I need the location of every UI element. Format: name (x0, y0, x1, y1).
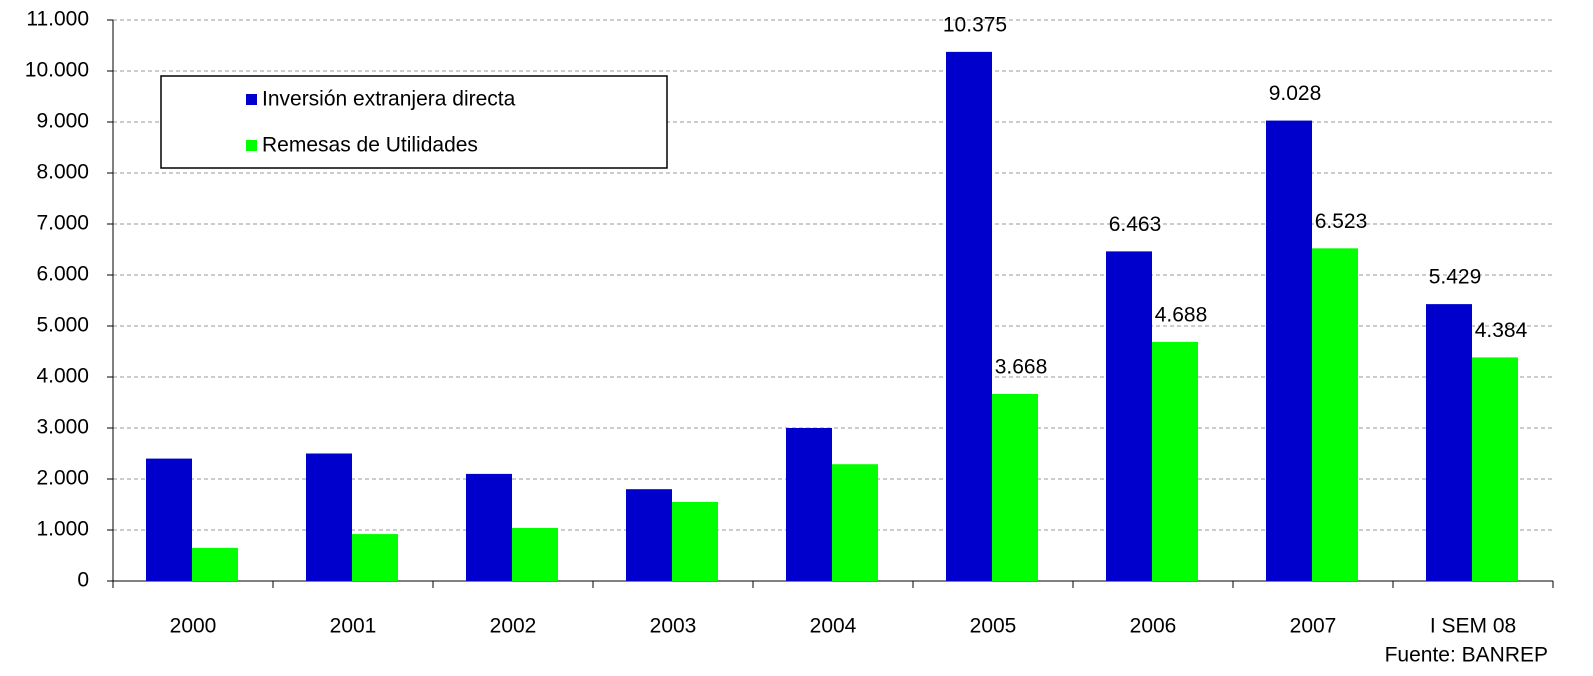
bar (786, 428, 832, 581)
y-tick-label: 10.000 (25, 59, 89, 82)
data-label: 6.463 (1109, 213, 1162, 236)
bar (1152, 341, 1198, 581)
y-tick-label: 2.000 (36, 467, 89, 490)
y-tick-label: 0 (77, 569, 89, 592)
data-label: 4.384 (1475, 319, 1528, 342)
y-tick-label: 6.000 (36, 263, 89, 286)
bar (672, 501, 718, 581)
bar (1266, 120, 1312, 582)
x-tick-label: 2004 (810, 615, 857, 638)
bar (352, 534, 398, 581)
legend-label: Inversión extranjera directa (262, 88, 516, 111)
x-tick-label: 2003 (650, 615, 697, 638)
bar (192, 547, 238, 581)
y-tick-label: 1.000 (36, 518, 89, 541)
x-tick-label: 2002 (490, 615, 537, 638)
bar (1426, 304, 1472, 581)
y-tick-label: 4.000 (36, 365, 89, 388)
bar (832, 464, 878, 581)
bar (992, 393, 1038, 581)
data-label: 4.688 (1155, 303, 1208, 326)
bar (146, 458, 192, 581)
bar (626, 489, 672, 581)
bar (946, 51, 992, 581)
x-tick-label: 2000 (170, 615, 217, 638)
x-tick-label: 2001 (330, 615, 377, 638)
data-label: 5.429 (1429, 266, 1482, 289)
y-tick-label: 5.000 (36, 314, 89, 337)
y-tick-label: 9.000 (36, 110, 89, 133)
bar (466, 473, 512, 581)
y-tick-label: 7.000 (36, 212, 89, 235)
bar (306, 453, 352, 581)
bar (1106, 251, 1152, 581)
data-label: 10.375 (943, 13, 1007, 36)
x-tick-label: I SEM 08 (1430, 615, 1516, 638)
y-tick-label: 3.000 (36, 416, 89, 439)
data-label: 6.523 (1315, 210, 1368, 233)
x-tick-label: 2006 (1130, 615, 1177, 638)
y-tick-label: 8.000 (36, 161, 89, 184)
legend-swatch (246, 140, 257, 151)
legend-swatch (246, 94, 257, 105)
bar (1312, 248, 1358, 581)
data-label: 9.028 (1269, 82, 1322, 105)
legend-label: Remesas de Utilidades (262, 134, 478, 157)
bar (512, 527, 558, 581)
x-tick-label: 2007 (1290, 615, 1337, 638)
bar (1472, 357, 1518, 581)
x-tick-label: 2005 (970, 615, 1017, 638)
y-tick-label: 11.000 (26, 8, 89, 31)
data-label: 3.668 (995, 355, 1048, 378)
legend-box (160, 75, 668, 169)
source-note: Fuente: BANREP (1385, 644, 1548, 667)
